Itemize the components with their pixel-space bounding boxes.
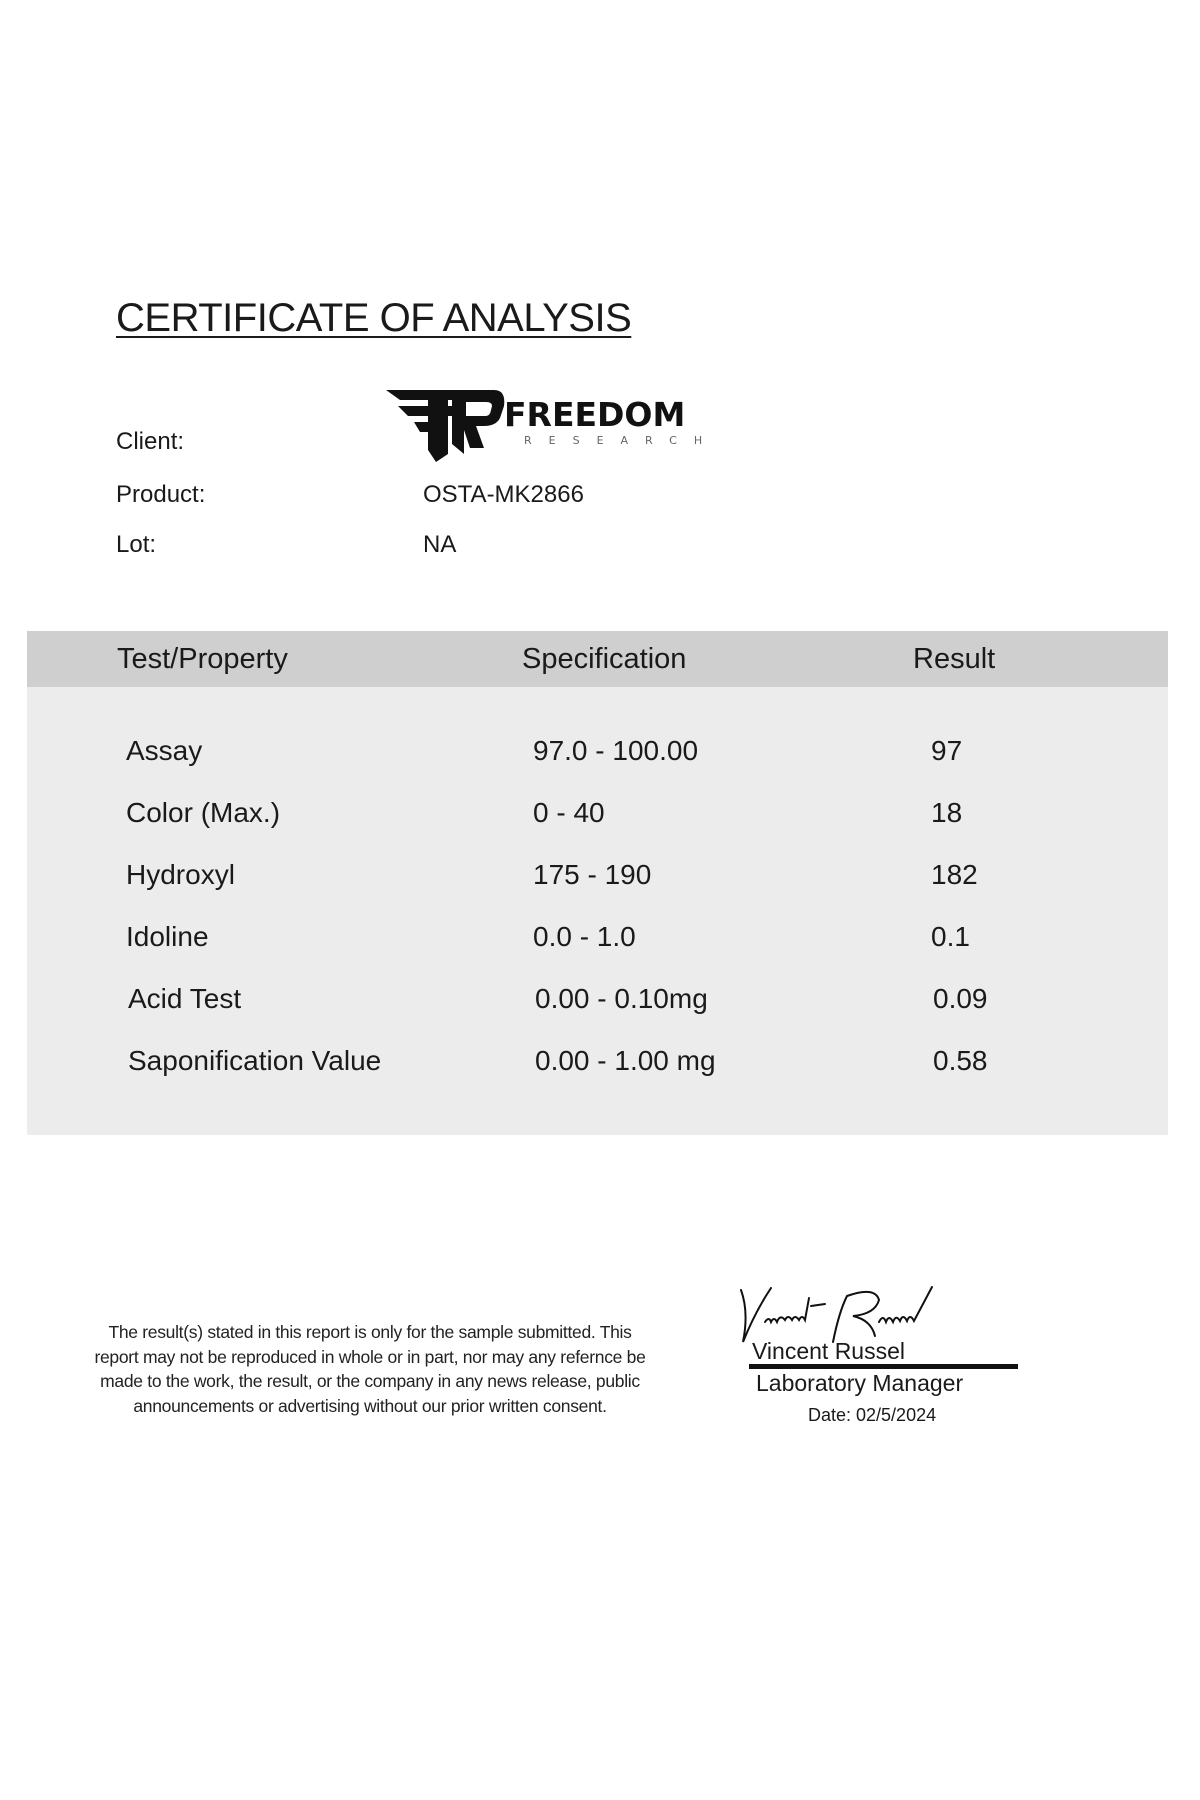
page-title: CERTIFICATE OF ANALYSIS bbox=[116, 296, 632, 340]
result-cell: 0.09 bbox=[933, 983, 988, 1014]
signatory-name: Vincent Russel bbox=[752, 1338, 905, 1364]
header-specification: Specification bbox=[522, 643, 687, 675]
signature-line bbox=[749, 1364, 1018, 1369]
test-name-cell: Acid Test bbox=[128, 983, 242, 1014]
lot-label: Lot: bbox=[116, 531, 157, 558]
signature-date: Date: 02/5/2024 bbox=[808, 1405, 937, 1425]
client-label: Client: bbox=[116, 428, 185, 455]
test-name-cell: Assay bbox=[126, 735, 203, 766]
header-test-property: Test/Property bbox=[117, 643, 288, 675]
specification-cell: 97.0 - 100.00 bbox=[533, 735, 699, 766]
result-cell: 0.1 bbox=[931, 921, 970, 952]
specification-cell: 175 - 190 bbox=[533, 859, 652, 890]
test-name-cell: Hydroxyl bbox=[126, 859, 235, 890]
product-value: OSTA-MK2866 bbox=[423, 481, 584, 508]
result-cell: 18 bbox=[931, 797, 963, 828]
product-label: Product: bbox=[116, 481, 206, 508]
test-name-cell: Color (Max.) bbox=[126, 797, 281, 828]
specification-cell: 0.0 - 1.0 bbox=[533, 921, 636, 952]
table-header: Test/Property Specification Result bbox=[27, 631, 1168, 687]
specification-cell: 0.00 - 1.00 mg bbox=[535, 1045, 716, 1076]
handwritten-signature bbox=[740, 1286, 933, 1343]
specification-cell: 0 - 40 bbox=[533, 797, 605, 828]
results-table: Test/Property Specification Result Assay… bbox=[27, 631, 1168, 1135]
logo-subtext: RESEARCH bbox=[524, 434, 719, 447]
header-result: Result bbox=[913, 643, 996, 675]
signatory-title: Laboratory Manager bbox=[756, 1370, 964, 1396]
specification-cell: 0.00 - 0.10mg bbox=[535, 983, 708, 1014]
result-cell: 97 bbox=[931, 735, 963, 766]
logo-text: FREEDOM bbox=[504, 395, 685, 434]
lot-value: NA bbox=[423, 531, 457, 558]
result-cell: 182 bbox=[931, 859, 978, 890]
result-cell: 0.58 bbox=[933, 1045, 988, 1076]
test-name-cell: Idoline bbox=[126, 921, 209, 952]
disclaimer-text: The result(s) stated in this report is o… bbox=[94, 1322, 646, 1416]
test-name-cell: Saponification Value bbox=[128, 1045, 382, 1076]
freedom-research-logo: FREEDOM RESEARCH bbox=[386, 390, 719, 462]
